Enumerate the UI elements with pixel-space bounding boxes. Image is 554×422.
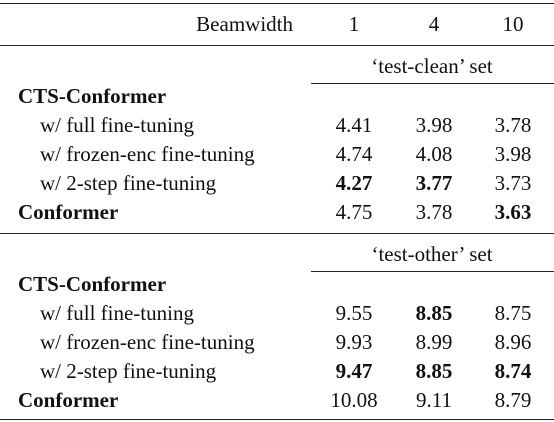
set-rule-test-clean — [311, 83, 554, 84]
cell-value-best: 8.74 — [494, 359, 532, 383]
cell-value: 4.74 — [335, 142, 373, 166]
beamwidth-header: Beamwidth — [196, 12, 293, 36]
cell-value-best: 3.77 — [415, 171, 453, 195]
cell-value: 3.73 — [494, 171, 532, 195]
beam-4-header: 4 — [428, 12, 440, 36]
beam-1-header: 1 — [348, 12, 360, 36]
beam-10-header: 10 — [502, 12, 524, 36]
row-label: w/ full fine-tuning — [40, 113, 194, 137]
row-label: w/ full fine-tuning — [40, 301, 194, 325]
cell-value: 3.98 — [415, 113, 453, 137]
section-rule — [0, 233, 554, 234]
row-label: w/ 2-step fine-tuning — [40, 171, 217, 195]
row-label: w/ frozen-enc fine-tuning — [40, 142, 255, 166]
baseline-label: Conformer — [18, 388, 119, 412]
set-rule-test-other — [311, 271, 554, 272]
cell-value: 10.08 — [330, 388, 378, 412]
cell-value-best: 3.63 — [494, 200, 532, 224]
row-label: w/ 2-step fine-tuning — [40, 359, 217, 383]
cell-value: 8.75 — [494, 301, 532, 325]
cell-value: 8.96 — [494, 330, 532, 354]
cell-value: 4.75 — [335, 200, 373, 224]
row-label: w/ frozen-enc fine-tuning — [40, 330, 255, 354]
cell-value: 8.99 — [415, 330, 453, 354]
cell-value: 9.93 — [335, 330, 373, 354]
set-label-test-other: ‘test-other’ set — [371, 242, 493, 266]
baseline-label: Conformer — [18, 200, 119, 224]
cell-value-best: 8.85 — [415, 359, 453, 383]
model-name: CTS-Conformer — [18, 272, 167, 296]
cell-value: 3.78 — [415, 200, 453, 224]
header-rule — [0, 45, 554, 46]
bottom-rule — [0, 419, 554, 420]
top-rule — [0, 3, 554, 4]
cell-value-best: 9.47 — [335, 359, 373, 383]
cell-value: 4.41 — [335, 113, 373, 137]
model-name: CTS-Conformer — [18, 84, 167, 108]
cell-value: 3.78 — [494, 113, 532, 137]
cell-value: 4.08 — [415, 142, 453, 166]
cell-value: 8.79 — [494, 388, 532, 412]
cell-value: 3.98 — [494, 142, 532, 166]
cell-value-best: 8.85 — [415, 301, 453, 325]
cell-value: 9.55 — [335, 301, 373, 325]
set-label-test-clean: ‘test-clean’ set — [371, 54, 493, 78]
cell-value-best: 4.27 — [335, 171, 373, 195]
cell-value: 9.11 — [416, 388, 452, 412]
